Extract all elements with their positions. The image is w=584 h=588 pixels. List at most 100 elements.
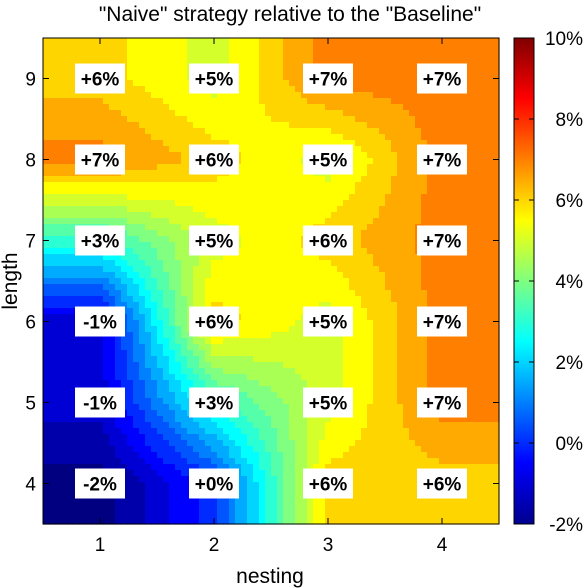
heatmap-cell [355,284,362,291]
heatmap-cell [193,278,200,285]
heatmap-cell [187,182,194,189]
heatmap-cell [103,128,110,135]
heatmap-cell [133,416,140,423]
heatmap-cell [235,446,242,453]
heatmap-cell [271,350,278,357]
heatmap-cell [307,452,314,459]
heatmap-cell [211,92,218,99]
heatmap-cell [115,116,122,123]
heatmap-cell [67,488,74,495]
heatmap-cell [385,266,392,273]
heatmap-cell [163,278,170,285]
heatmap-cell [217,464,224,471]
heatmap-cell [343,260,350,267]
heatmap-cell [289,350,296,357]
heatmap-cell [271,140,278,147]
heatmap-cell [259,494,266,501]
heatmap-cell [139,44,146,51]
heatmap-cell [145,338,152,345]
heatmap-cell [145,386,152,393]
heatmap-cell [145,410,152,417]
heatmap-cell [319,452,326,459]
heatmap-cell [307,278,314,285]
heatmap-cell [259,392,266,399]
heatmap-cell [103,518,110,525]
heatmap-cell [67,476,74,483]
heatmap-cell [289,392,296,399]
heatmap-cell [97,464,104,471]
heatmap-cell [373,116,380,123]
heatmap-cell [373,302,380,309]
heatmap-cell [61,452,68,459]
heatmap-cell [277,230,284,237]
heatmap-cell [187,92,194,99]
heatmap-cell [235,290,242,297]
heatmap-cell [205,278,212,285]
heatmap-cell [127,182,134,189]
heatmap-cell [139,326,146,333]
heatmap-cell [403,440,410,447]
heatmap-cell [73,140,80,147]
heatmap-cell [187,104,194,111]
heatmap-cell [145,146,152,153]
heatmap-cell [145,416,152,423]
heatmap-cell [133,98,140,105]
heatmap-cell [295,464,302,471]
heatmap-cell [163,440,170,447]
heatmap-cell [139,182,146,189]
heatmap-cell [79,458,86,465]
heatmap-cell [145,248,152,255]
heatmap-cell [157,434,164,441]
heatmap-cell [283,500,290,507]
heatmap-cell [379,254,386,261]
heatmap-cell [61,338,68,345]
heatmap-cell [85,260,92,267]
heatmap-cell [181,332,188,339]
heatmap-cell [79,338,86,345]
heatmap-cell [181,224,188,231]
heatmap-cell [409,110,416,117]
heatmap-cell [43,404,50,411]
heatmap-cell [247,164,254,171]
heatmap-cell [349,344,356,351]
heatmap-cell [157,344,164,351]
heatmap-cell [223,98,230,105]
heatmap-cell [403,356,410,363]
heatmap-cell [133,284,140,291]
heatmap-cell [385,494,392,501]
heatmap-cell [169,302,176,309]
heatmap-cell [163,368,170,375]
heatmap-cell [73,362,80,369]
heatmap-cell [397,350,404,357]
heatmap-cell [49,458,56,465]
heatmap-cell [241,68,248,75]
heatmap-cell [403,74,410,81]
heatmap-cell [79,284,86,291]
heatmap-cell [127,506,134,513]
heatmap-cell [373,470,380,477]
heatmap-cell [139,110,146,117]
heatmap-cell [163,206,170,213]
heatmap-cell [205,110,212,117]
heatmap-cell [97,452,104,459]
heatmap-cell [67,404,74,411]
heatmap-cell [79,212,86,219]
heatmap-cell [169,512,176,519]
heatmap-cell [103,446,110,453]
heatmap-cell [391,254,398,261]
heatmap-cell [397,44,404,51]
heatmap-cell [409,68,416,75]
heatmap-cell [319,98,326,105]
heatmap-cell [169,116,176,123]
heatmap-cell [67,428,74,435]
heatmap-cell [85,56,92,63]
heatmap-cell [91,218,98,225]
heatmap-cell [325,296,332,303]
heatmap-cell [145,428,152,435]
heatmap-cell [169,212,176,219]
heatmap-cell [343,434,350,441]
heatmap-cell [127,134,134,141]
heatmap-cell [127,290,134,297]
heatmap-cell [379,470,386,477]
heatmap-cell [175,338,182,345]
